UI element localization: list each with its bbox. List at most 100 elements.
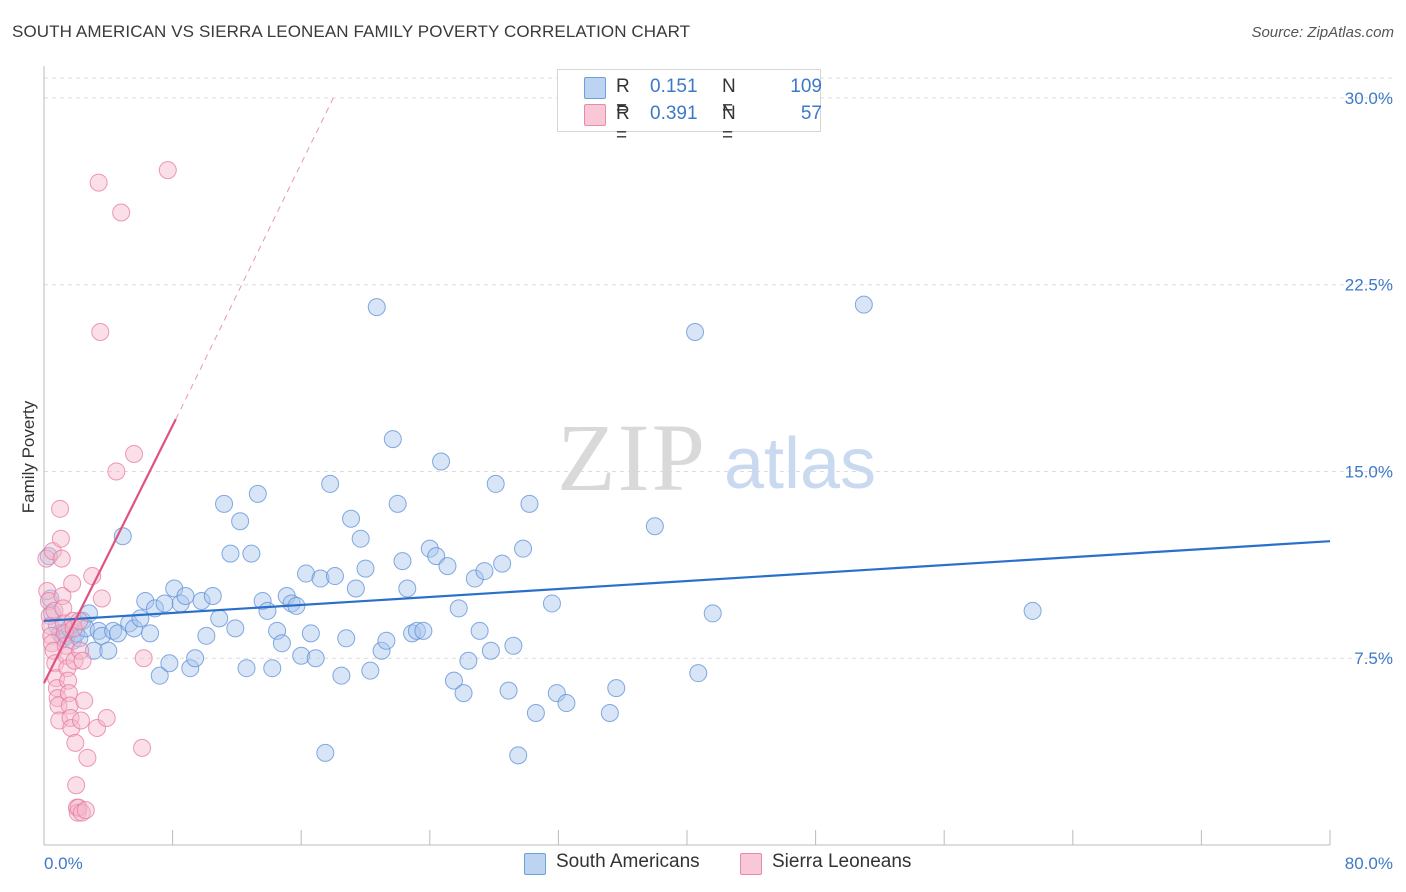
south-american-point bbox=[689, 664, 708, 683]
south-american-point bbox=[99, 641, 118, 660]
south-american-point bbox=[398, 579, 417, 598]
sierra-leonean-point bbox=[158, 161, 177, 180]
sierra-leonean-point bbox=[69, 798, 88, 817]
south-american-point bbox=[150, 666, 169, 685]
south-american-point bbox=[292, 646, 311, 665]
sierra-leonean-point bbox=[76, 801, 95, 820]
trend-line-sierra-leoneans bbox=[43, 418, 177, 684]
x-tick-label: 80.0% bbox=[1345, 854, 1393, 873]
south-american-point bbox=[321, 474, 340, 493]
south-american-point bbox=[84, 641, 103, 660]
south-american-point bbox=[427, 547, 446, 566]
south-american-point bbox=[459, 651, 478, 670]
tick-labels: 7.5% 15.0% 22.5% 30.0% 0.0% 80.0% bbox=[44, 89, 1393, 873]
south-american-point bbox=[557, 694, 576, 713]
bottom-legend-swatch-pink bbox=[740, 853, 762, 875]
south-american-point bbox=[186, 649, 205, 668]
y-tick-label: 7.5% bbox=[1354, 649, 1393, 668]
south-american-point bbox=[248, 484, 267, 503]
south-american-point bbox=[306, 649, 325, 668]
south-american-point bbox=[316, 743, 335, 762]
chart-title: SOUTH AMERICAN VS SIERRA LEONEAN FAMILY … bbox=[12, 22, 691, 41]
south-american-point bbox=[486, 474, 505, 493]
sierra-leonean-point bbox=[91, 323, 110, 342]
south-american-point bbox=[242, 544, 261, 563]
south-american-point bbox=[475, 562, 494, 581]
south-american-point bbox=[221, 544, 240, 563]
south-american-point bbox=[703, 604, 722, 623]
sierra-leonean-point bbox=[92, 589, 111, 608]
watermark-atlas: atlas bbox=[724, 424, 876, 504]
south-american-point bbox=[499, 681, 518, 700]
south-american-point bbox=[481, 641, 500, 660]
legend-n-value: 57 bbox=[800, 103, 822, 124]
sierra-leonean-point bbox=[112, 203, 131, 222]
source-label: Source: ZipAtlas.com bbox=[1251, 24, 1394, 41]
south-american-point bbox=[160, 654, 179, 673]
legend-n-label: N = bbox=[722, 76, 736, 119]
y-tick-label: 22.5% bbox=[1345, 276, 1393, 295]
sierra-leonean-point bbox=[52, 549, 71, 568]
sierra-leonean-point bbox=[62, 718, 81, 737]
legend-n-value: 109 bbox=[790, 76, 822, 97]
legend-r-value: 0.151 bbox=[650, 76, 698, 97]
south-american-point bbox=[136, 591, 155, 610]
sierra-leonean-point bbox=[67, 776, 86, 795]
south-american-point bbox=[465, 569, 484, 588]
south-american-point bbox=[253, 591, 272, 610]
series-south-americans bbox=[39, 295, 1042, 765]
south-american-point bbox=[377, 631, 396, 650]
south-american-point bbox=[361, 661, 380, 680]
y-tick-label: 15.0% bbox=[1345, 462, 1393, 481]
legend-r-label: R = bbox=[616, 76, 630, 119]
watermark-zip: ZIP bbox=[557, 404, 707, 511]
south-american-point bbox=[351, 529, 370, 548]
south-american-point bbox=[141, 624, 160, 643]
south-american-point bbox=[493, 554, 512, 573]
sierra-leonean-point bbox=[89, 173, 108, 192]
sierra-leonean-point bbox=[61, 708, 80, 727]
sierra-leonean-point bbox=[37, 549, 56, 568]
south-american-point bbox=[432, 452, 451, 471]
south-american-point bbox=[372, 641, 391, 660]
south-american-point bbox=[1023, 601, 1042, 620]
south-american-point bbox=[325, 567, 344, 586]
watermark: ZIP atlas bbox=[557, 404, 876, 511]
south-american-point bbox=[520, 494, 539, 513]
sierra-leonean-point bbox=[39, 591, 58, 610]
sierra-leonean-point bbox=[133, 738, 152, 757]
legend-swatch-pink bbox=[584, 104, 606, 126]
south-american-point bbox=[383, 430, 402, 449]
legend-n-label: N = bbox=[722, 103, 736, 146]
south-american-point bbox=[301, 624, 320, 643]
axes bbox=[43, 66, 1331, 846]
south-american-point bbox=[438, 557, 457, 576]
south-american-point bbox=[645, 517, 664, 536]
south-american-point bbox=[210, 609, 229, 628]
correlation-legend: R = 0.151 N = 109 R = 0.391 N = 57 bbox=[557, 69, 822, 146]
x-tick-label: 0.0% bbox=[44, 854, 83, 873]
legend-r-value: 0.391 bbox=[650, 103, 698, 124]
south-american-point bbox=[332, 666, 351, 685]
bottom-legend-swatch-blue bbox=[524, 853, 546, 875]
south-american-point bbox=[403, 624, 422, 643]
series-sierra-leoneans bbox=[37, 161, 177, 822]
south-american-point bbox=[192, 591, 211, 610]
south-american-point bbox=[237, 659, 256, 678]
bottom-legend-label: South Americans bbox=[556, 851, 700, 872]
sierra-leonean-point bbox=[71, 711, 90, 730]
sierra-leonean-point bbox=[42, 626, 61, 645]
sierra-leonean-point bbox=[75, 691, 94, 710]
south-american-point bbox=[108, 624, 127, 643]
south-american-point bbox=[282, 594, 301, 613]
south-american-point bbox=[393, 552, 412, 571]
south-american-point bbox=[197, 626, 216, 645]
south-american-point bbox=[607, 679, 626, 698]
sierra-leonean-point bbox=[107, 462, 126, 481]
south-american-point bbox=[600, 704, 619, 723]
south-american-point bbox=[526, 704, 545, 723]
grid-lines bbox=[44, 77, 1393, 659]
south-american-point bbox=[444, 671, 463, 690]
south-american-point bbox=[414, 621, 433, 640]
south-american-point bbox=[263, 659, 282, 678]
